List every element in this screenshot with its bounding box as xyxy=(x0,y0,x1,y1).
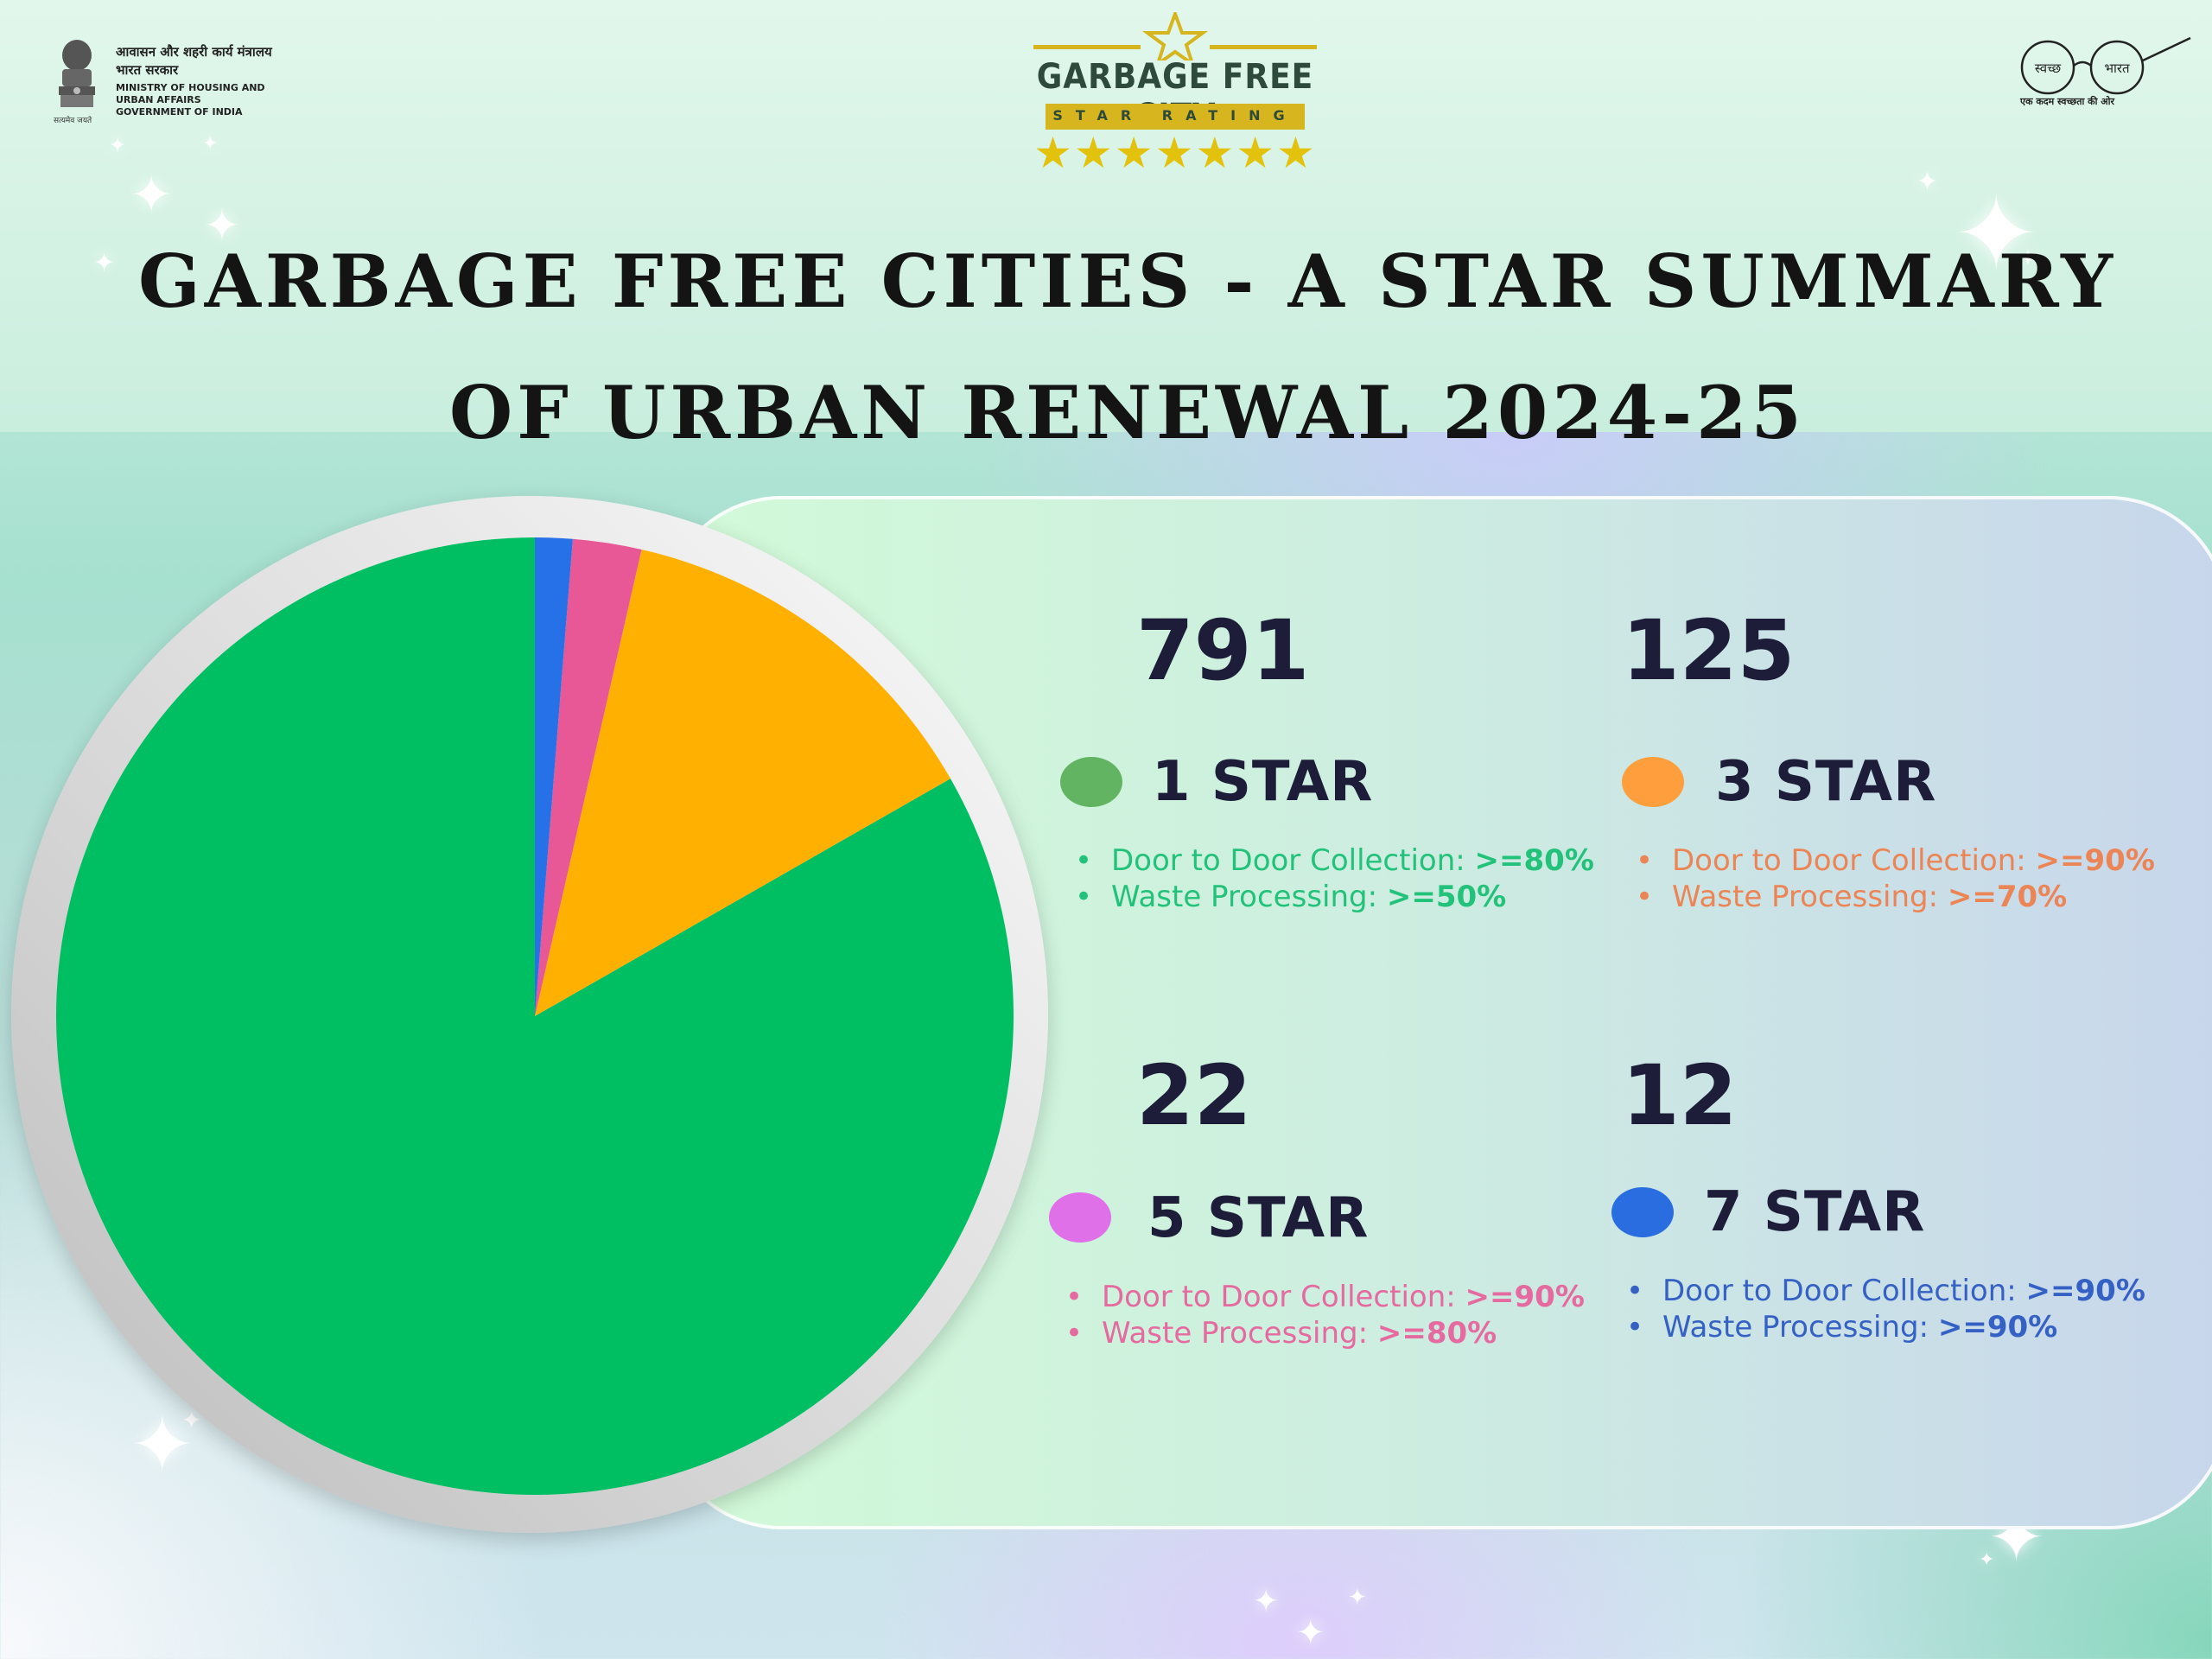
criteria-value: >=80% xyxy=(1474,843,1594,878)
count-7-star: 12 xyxy=(1622,1047,1738,1144)
gfc-logo-subtitle: STAR RATING xyxy=(1052,107,1298,124)
swachh-tagline: एक कदम स्वच्छता की ओर xyxy=(2020,96,2115,107)
swachh-bharat-logo: स्वच्छ भारत एक कदम स्वच्छता की ओर xyxy=(2013,35,2195,121)
sparkle-icon: ✦ xyxy=(1979,1549,1995,1571)
criteria-label: Door to Door Collection: xyxy=(1662,1274,2026,1308)
ministry-english-line: GOVERNMENT OF INDIA xyxy=(116,106,243,118)
ministry-motto: सत्यमेव जयते xyxy=(54,117,92,125)
page-title-line: GARBAGE FREE CITIES - A STAR SUMMARY xyxy=(137,238,2118,324)
legend-dot-5-star xyxy=(1049,1192,1111,1243)
criteria-item: Door to Door Collection: >=90% xyxy=(1062,1279,1585,1315)
pie-slice-5-star xyxy=(535,538,642,1016)
ministry-english-line: URBAN AFFAIRS xyxy=(116,94,201,105)
ministry-hindi-line2: भारत सरकार xyxy=(116,62,179,78)
criteria-item: Waste Processing: >=90% xyxy=(1623,1309,2145,1345)
sparkle-icon: ✦ xyxy=(130,1400,195,1491)
page-title: GARBAGE FREE CITIES - A STAR SUMMARY OF … xyxy=(0,216,2212,479)
criteria-item: Door to Door Collection: >=90% xyxy=(1623,1273,2145,1309)
count-3-star: 125 xyxy=(1622,602,1796,699)
pie-slice-7-star xyxy=(535,537,573,1016)
criteria-list-1-star: Door to Door Collection: >=80% Waste Pro… xyxy=(1071,842,1594,915)
legend-dot-1-star xyxy=(1060,757,1122,807)
criteria-value: >=90% xyxy=(1465,1280,1585,1314)
page-title-line: OF URBAN RENEWAL 2024-25 xyxy=(449,370,1806,455)
criteria-list-5-star: Door to Door Collection: >=90% Waste Pro… xyxy=(1062,1279,1585,1351)
sparkle-icon: ✦ xyxy=(202,133,219,155)
pie-chart xyxy=(56,537,1014,1495)
criteria-value: >=50% xyxy=(1386,880,1507,914)
criteria-label: Waste Processing: xyxy=(1102,1316,1377,1351)
pie-slice-3-star xyxy=(535,549,950,1016)
count-1-star: 791 xyxy=(1136,602,1310,699)
legend-label-3-star: 3 STAR xyxy=(1715,750,1937,814)
criteria-value: >=90% xyxy=(1937,1310,2058,1344)
gfc-logo: GARBAGE FREE CITY STAR RATING ★★★★★★★ xyxy=(1020,12,1331,185)
criteria-item: Waste Processing: >=70% xyxy=(1632,879,2155,915)
sparkle-icon: ✦ xyxy=(2018,245,2037,271)
criteria-label: Door to Door Collection: xyxy=(1672,843,2036,878)
criteria-label: Waste Processing: xyxy=(1672,880,1948,914)
criteria-value: >=90% xyxy=(2025,1274,2145,1308)
ministry-hindi-line1: आवासन और शहरी कार्य मंत्रालय xyxy=(116,44,272,60)
pie-slice-1-star xyxy=(56,537,1014,1495)
criteria-item: Door to Door Collection: >=90% xyxy=(1632,842,2155,879)
ministry-english-line: MINISTRY OF HOUSING AND xyxy=(116,82,265,93)
gfc-logo-bar xyxy=(1046,104,1305,130)
legend-dot-3-star xyxy=(1622,757,1684,807)
ministry-logo: आवासन और शहरी कार्य मंत्रालय भारत सरकार … xyxy=(52,36,302,131)
legend-label-5-star: 5 STAR xyxy=(1147,1186,1370,1250)
criteria-value: >=90% xyxy=(2035,843,2155,878)
logo-star-icon xyxy=(1033,12,1317,60)
legend-label-7-star: 7 STAR xyxy=(1704,1180,1926,1244)
swachh-left-word: स्वच्छ xyxy=(2035,60,2062,76)
criteria-item: Door to Door Collection: >=80% xyxy=(1071,842,1594,879)
criteria-item: Waste Processing: >=50% xyxy=(1071,879,1594,915)
sparkle-icon: ✦ xyxy=(204,200,240,251)
criteria-value: >=70% xyxy=(1947,880,2068,914)
sparkle-icon: ✦ xyxy=(1953,175,2040,295)
sparkle-icon: ✦ xyxy=(93,248,116,278)
sparkle-icon: ✦ xyxy=(1916,167,1939,197)
criteria-label: Waste Processing: xyxy=(1111,880,1387,914)
count-5-star: 22 xyxy=(1136,1047,1252,1144)
sparkle-icon: ✦ xyxy=(181,1406,202,1434)
criteria-list-3-star: Door to Door Collection: >=90% Waste Pro… xyxy=(1632,842,2155,915)
legend-dot-7-star xyxy=(1611,1187,1674,1237)
state-emblem-icon xyxy=(59,40,95,107)
gfc-logo-stars: ★★★★★★★ xyxy=(1033,128,1317,178)
sparkle-icon: ✦ xyxy=(109,133,127,157)
criteria-label: Door to Door Collection: xyxy=(1102,1280,1465,1314)
sparkle-icon: ✦ xyxy=(1253,1584,1280,1619)
criteria-list-7-star: Door to Door Collection: >=90% Waste Pro… xyxy=(1623,1273,2145,1345)
swachh-right-word: भारत xyxy=(2104,60,2130,76)
sparkle-icon: ✦ xyxy=(130,165,174,226)
criteria-value: >=80% xyxy=(1376,1316,1497,1351)
gandhi-glasses-icon: स्वच्छ भारत xyxy=(2020,36,2191,95)
sparkle-icon: ✦ xyxy=(1296,1613,1325,1653)
header-band xyxy=(0,0,2212,432)
legend-label-1-star: 1 STAR xyxy=(1152,750,1374,814)
sparkle-icon: ✦ xyxy=(1348,1585,1367,1611)
criteria-label: Waste Processing: xyxy=(1662,1310,1938,1344)
criteria-item: Waste Processing: >=80% xyxy=(1062,1315,1585,1351)
criteria-label: Door to Door Collection: xyxy=(1111,843,1475,878)
